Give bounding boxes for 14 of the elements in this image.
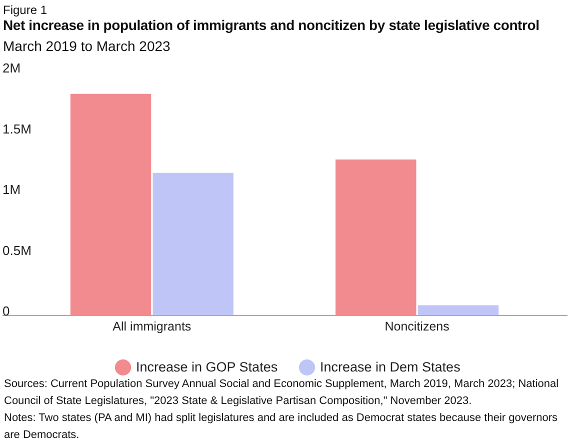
x-tick-label: All immigrants (112, 320, 192, 334)
legend-label: Increase in GOP States (136, 359, 278, 374)
y-tick-label: 0.5M (2, 242, 32, 258)
source-note: Sources: Current Population Survey Annual Social and Economic Supplement, March 2019, March 2023; National Council of State Legislatures, "2023 State & Legislative Partisan Composition," November 2023. (4, 377, 560, 409)
legend-label: Increase in Dem States (320, 359, 461, 374)
chart-title: Net increase in population of immigrants and noncitizen by state legislative control (3, 17, 540, 33)
x-tick-label: Noncitizens (384, 320, 450, 334)
y-tick-label: 1M (2, 182, 21, 197)
text: Notes: Two states (PA and MI) had split legislatures and are included as Democrat states because their governors are Democrats. (4, 411, 559, 443)
y-tick-label: 2M (2, 60, 21, 76)
y-tick-label: 1.5M (2, 121, 32, 136)
caption: Figure 1 (3, 3, 48, 17)
chart-subtitle: March 2019 to March 2023 (3, 38, 170, 54)
y-tick-label: 0 (2, 304, 10, 318)
